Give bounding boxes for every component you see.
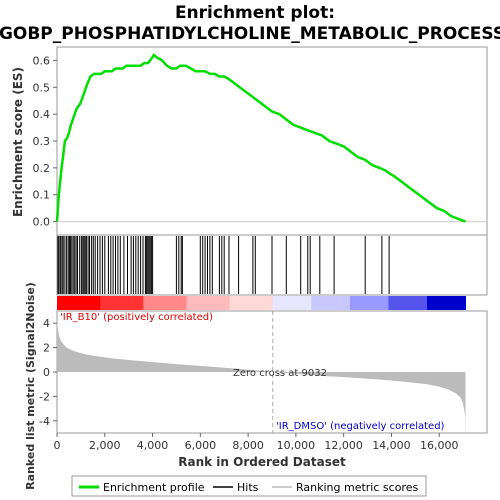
rank-gradient-segment bbox=[100, 296, 144, 310]
x-tick-label: 14,000 bbox=[372, 439, 411, 452]
es-y-axis-label: Enrichment score (ES) bbox=[11, 67, 25, 217]
x-tick-label: 8,000 bbox=[232, 439, 264, 452]
legend-metric-label: Ranking metric scores bbox=[296, 481, 418, 494]
legend-hits-label: Hits bbox=[237, 481, 259, 494]
rank-gradient-segment bbox=[311, 296, 351, 310]
x-axis-label: Rank in Ordered Dataset bbox=[178, 455, 346, 469]
rank-gradient-segment bbox=[272, 296, 312, 310]
chart-title-line2: GOBP_PHOSPHATIDYLCHOLINE_METABOLIC_PROCE… bbox=[0, 24, 500, 44]
metric-y-tick-label: 4 bbox=[43, 317, 50, 330]
rank-gradient-segment bbox=[229, 296, 274, 310]
es-y-ticks: 0.0 0.1 0.2 0.3 0.4 0.5 0.6 bbox=[33, 54, 57, 229]
es-y-tick-label: 0.0 bbox=[33, 216, 51, 229]
rank-gradient-bar bbox=[57, 296, 466, 310]
metric-y-tick-label: 2 bbox=[43, 342, 50, 355]
es-y-tick-label: 0.3 bbox=[33, 135, 51, 148]
es-y-tick-label: 0.6 bbox=[33, 54, 51, 67]
x-tick-label: 12,000 bbox=[324, 439, 363, 452]
metric-panel: -4 -2 0 2 4 'IR_B10' (positively correlated)… bbox=[24, 282, 488, 490]
x-tick-label: 16,000 bbox=[420, 439, 459, 452]
metric-y-tick-label: 0 bbox=[43, 366, 50, 379]
metric-y-tick-label: -4 bbox=[39, 415, 50, 428]
x-tick-label: 6,000 bbox=[185, 439, 217, 452]
hits-frame bbox=[56, 234, 488, 296]
enrichment-profile-line bbox=[55, 53, 466, 223]
chart-title-line1: Enrichment plot: bbox=[175, 3, 335, 23]
es-panel: 0.0 0.1 0.2 0.3 0.4 0.5 0.6 Enrichment score (… bbox=[11, 46, 488, 236]
zero-cross-label: Zero cross at 9032 bbox=[233, 368, 327, 379]
positive-correlation-label: 'IR_B10' (positively correlated) bbox=[60, 312, 213, 323]
es-y-tick-label: 0.1 bbox=[33, 189, 51, 202]
x-axis-ticks: 0 2,000 4,000 6,000 8,000 10,000 12,000 14,000 1… bbox=[54, 433, 459, 452]
hits-panel bbox=[56, 234, 488, 296]
hit-marks bbox=[57, 236, 390, 294]
legend: Enrichment profile Hits Ranking metric s… bbox=[71, 475, 427, 497]
rank-gradient-segment bbox=[388, 296, 428, 310]
rank-gradient-segment bbox=[427, 296, 466, 310]
es-y-tick-label: 0.5 bbox=[33, 81, 51, 94]
x-tick-label: 10,000 bbox=[277, 439, 316, 452]
es-y-tick-label: 0.4 bbox=[33, 108, 51, 121]
x-tick-label: 2,000 bbox=[89, 439, 121, 452]
legend-box bbox=[71, 475, 427, 497]
x-tick-label: 4,000 bbox=[137, 439, 169, 452]
legend-enrichment-label: Enrichment profile bbox=[103, 481, 205, 494]
metric-y-tick-label: -2 bbox=[39, 390, 50, 403]
negative-correlation-label: 'IR_DMSO' (negatively correlated) bbox=[276, 421, 445, 432]
x-tick-label: 0 bbox=[54, 439, 61, 452]
rank-gradient-segment bbox=[349, 296, 389, 310]
metric-y-axis-label: Ranked list metric (Signal2Noise) bbox=[24, 282, 37, 490]
es-plot-frame bbox=[56, 46, 488, 236]
rank-gradient-segment bbox=[143, 296, 187, 310]
metric-y-ticks: -4 -2 0 2 4 bbox=[39, 317, 57, 428]
rank-gradient-segment bbox=[57, 296, 101, 310]
rank-gradient-segment bbox=[186, 296, 231, 310]
ranking-metric-area bbox=[57, 318, 466, 432]
es-y-tick-label: 0.2 bbox=[33, 162, 51, 175]
